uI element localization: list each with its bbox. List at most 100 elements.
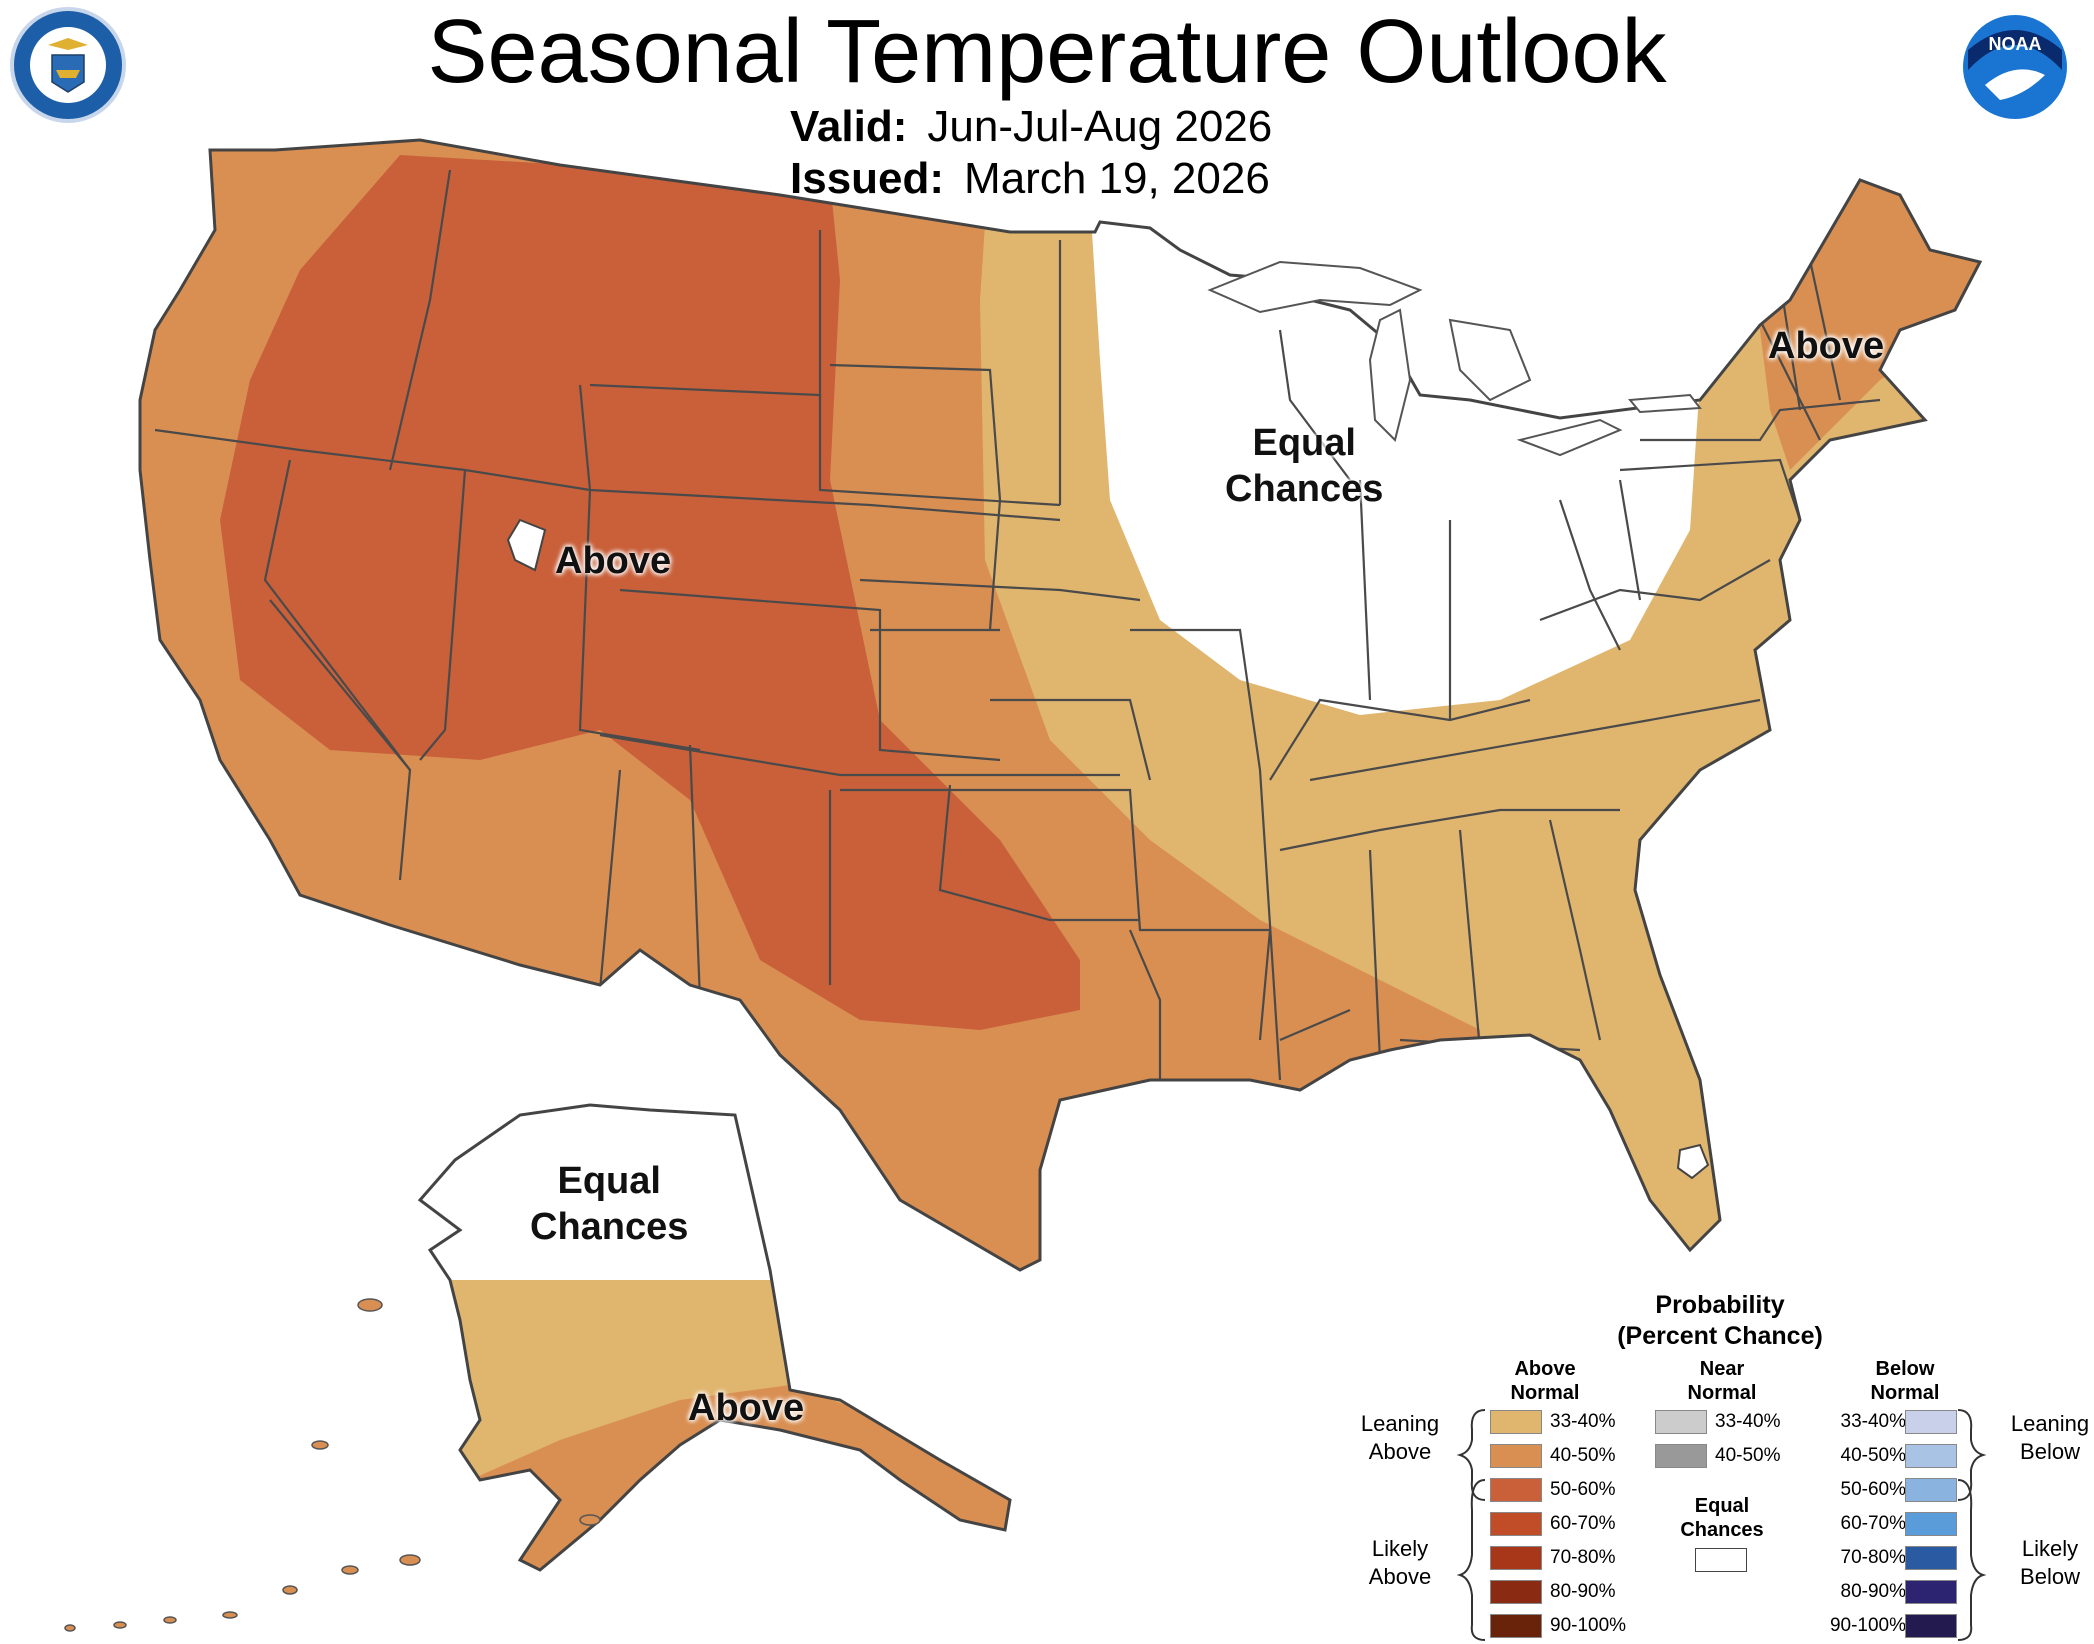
alaska-above-label: Above <box>688 1387 805 1429</box>
legend-above-header-line2: Normal <box>1510 1382 1580 1404</box>
legend-near-header: Near Normal <box>1672 1357 1772 1405</box>
legend-range-below-80-90: 80-90% <box>1840 1581 1907 1602</box>
legend-leaning-above: Leaning Above <box>1345 1410 1455 1466</box>
island <box>64 1624 76 1632</box>
legend-range-below-60-70: 60-70% <box>1840 1513 1907 1534</box>
valid-value: Jun-Jul-Aug 2026 <box>927 102 1273 151</box>
lake-superior <box>1207 260 1423 314</box>
issued-date: Issued: March 19, 2026 <box>790 154 1270 204</box>
legend-near-header-line1: Near <box>1699 1358 1745 1380</box>
legend-swatch-below-40-50 <box>1905 1444 1957 1468</box>
legend-title: Probability (Percent Chance) <box>1560 1290 1880 1352</box>
midwest-equal-chances-label: Equal Chances <box>1225 420 1383 512</box>
island <box>222 1611 238 1619</box>
midwest-equal-line1: Equal <box>1252 422 1356 464</box>
legend-leaning-below: Leaning Below <box>1995 1410 2094 1466</box>
legend-range-above-33-40: 33-40% <box>1550 1411 1616 1432</box>
great-salt-lake <box>506 518 547 572</box>
lake-erie <box>1516 418 1623 457</box>
legend-likely-below-line1: Likely <box>2021 1536 2079 1561</box>
legend-swatch-above-33-40 <box>1490 1410 1542 1434</box>
legend-swatch-above-90-100 <box>1490 1614 1542 1638</box>
legend-swatch-above-40-50 <box>1490 1444 1542 1468</box>
issued-label: Issued: <box>790 154 945 203</box>
lake-ontario <box>1628 393 1702 414</box>
legend-swatch-below-70-80 <box>1905 1546 1957 1570</box>
legend-near-header-line2: Normal <box>1687 1382 1757 1404</box>
legend-swatch-near-40-50 <box>1655 1444 1707 1468</box>
legend-range-above-90-100: 90-100% <box>1550 1615 1627 1636</box>
legend-range-below-70-80: 70-80% <box>1840 1547 1907 1568</box>
legend-likely-above: Likely Above <box>1345 1535 1455 1591</box>
west-above-label: Above <box>555 540 672 582</box>
island <box>311 1440 329 1450</box>
legend-swatch-equal-chances <box>1695 1548 1747 1572</box>
island <box>357 1298 383 1312</box>
midwest-equal-line2: Chances <box>1225 468 1384 510</box>
legend-swatch-near-33-40 <box>1655 1410 1707 1434</box>
legend-swatch-below-90-100 <box>1905 1614 1957 1638</box>
legend-leaning-below-line2: Below <box>2020 1439 2080 1464</box>
legend-range-near-40-50: 40-50% <box>1715 1445 1781 1466</box>
legend-likely-below-line2: Below <box>2020 1564 2080 1589</box>
valid-label: Valid: <box>790 102 908 151</box>
legend-swatch-above-50-60 <box>1490 1478 1542 1502</box>
legend-range-below-90-100: 90-100% <box>1829 1615 1906 1636</box>
alaska-outline <box>417 1103 1012 1572</box>
legend-equal-chances-line1: Equal <box>1694 1495 1750 1517</box>
lake-okeechobee <box>1676 1143 1710 1180</box>
legend-likely-below: Likely Below <box>1995 1535 2094 1591</box>
brace-leaning-above <box>1456 1409 1486 1501</box>
island <box>399 1554 421 1566</box>
legend-range-below-33-40: 33-40% <box>1840 1411 1907 1432</box>
alaska-equal-line2: Chances <box>530 1206 689 1248</box>
lake-huron <box>1448 318 1532 402</box>
brace-leaning-below <box>1957 1409 1987 1501</box>
legend-range-above-80-90: 80-90% <box>1550 1581 1616 1602</box>
legend-leaning-above-line1: Leaning <box>1360 1411 1440 1436</box>
legend-range-near-33-40: 33-40% <box>1715 1411 1781 1432</box>
legend-swatch-above-60-70 <box>1490 1512 1542 1536</box>
legend-leaning-below-line1: Leaning <box>2010 1411 2090 1436</box>
alaska-equal-chances-label: Equal Chances <box>530 1158 688 1250</box>
legend-range-above-40-50: 40-50% <box>1550 1445 1616 1466</box>
legend-title-line1: Probability <box>1655 1291 1785 1319</box>
northeast-above-label: Above <box>1768 325 1885 367</box>
legend-swatch-above-80-90 <box>1490 1580 1542 1604</box>
legend-below-header-line2: Normal <box>1870 1382 1940 1404</box>
island <box>113 1621 127 1629</box>
noaa-logo-text: NOAA <box>1989 34 2042 54</box>
lake-michigan <box>1368 308 1412 442</box>
commerce-seal-logo <box>10 7 126 123</box>
island <box>163 1616 177 1624</box>
legend-swatch-above-70-80 <box>1490 1546 1542 1570</box>
brace-likely-above <box>1456 1479 1486 1641</box>
legend-range-above-60-70: 60-70% <box>1550 1513 1616 1534</box>
legend-swatch-below-60-70 <box>1905 1512 1957 1536</box>
page-title: Seasonal Temperature Outlook <box>427 2 1667 102</box>
state-boundaries <box>154 169 1881 1100</box>
legend-swatch-below-33-40 <box>1905 1410 1957 1434</box>
alaska-equal-line1: Equal <box>557 1160 661 1202</box>
legend-equal-chances-line2: Chances <box>1680 1519 1764 1541</box>
legend-range-above-70-80: 70-80% <box>1550 1547 1616 1568</box>
noaa-logo: NOAA <box>1963 15 2067 119</box>
legend-range-above-50-60: 50-60% <box>1550 1479 1616 1500</box>
aleutian-islands <box>64 1298 601 1632</box>
legend-range-below-50-60: 50-60% <box>1840 1479 1907 1500</box>
legend-above-header: Above Normal <box>1495 1357 1595 1405</box>
legend-equal-chances-label: Equal Chances <box>1672 1494 1772 1542</box>
legend-range-below-40-50: 40-50% <box>1840 1445 1907 1466</box>
island <box>579 1514 601 1526</box>
legend-swatch-below-50-60 <box>1905 1478 1957 1502</box>
legend-leaning-above-line2: Above <box>1368 1439 1432 1464</box>
island <box>341 1565 359 1575</box>
legend-below-header-line1: Below <box>1875 1358 1935 1380</box>
legend-likely-above-line2: Above <box>1368 1564 1432 1589</box>
legend-above-header-line1: Above <box>1514 1358 1576 1380</box>
brace-likely-below <box>1957 1479 1987 1641</box>
great-lakes <box>1207 260 1702 457</box>
issued-value: March 19, 2026 <box>964 154 1270 203</box>
